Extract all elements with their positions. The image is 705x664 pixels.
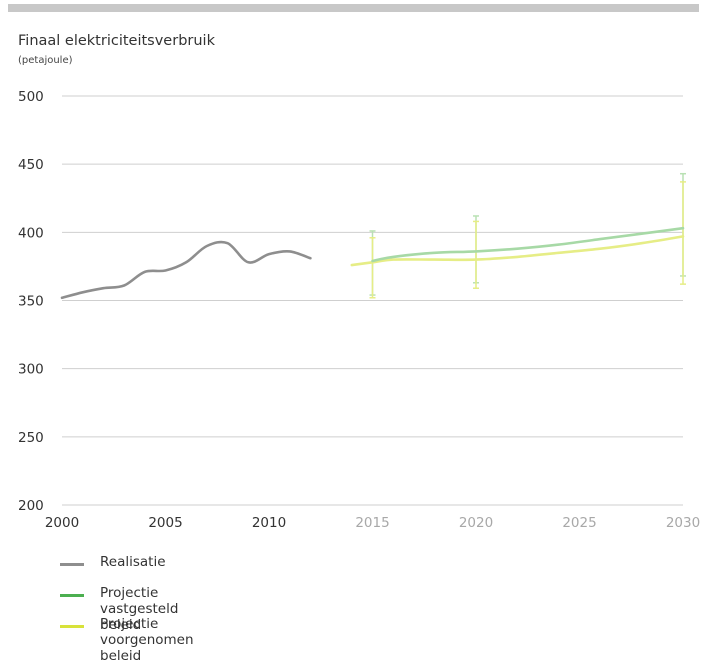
x-tick-label: 2015: [355, 515, 389, 531]
x-tick-label: 2030: [666, 515, 700, 531]
legend-swatch-vastgesteld: [60, 594, 84, 597]
legend-label: Projectie vastgesteld beleid: [100, 585, 179, 633]
x-tick-label: 2020: [459, 515, 493, 531]
y-tick-label: 400: [18, 225, 44, 241]
y-tick-label: 200: [18, 498, 44, 514]
series-line: [350, 235, 685, 267]
y-tick-label: 500: [18, 89, 44, 105]
chart-title: Finaal elektriciteitsverbruik: [18, 33, 215, 49]
series-line: [371, 226, 685, 263]
x-tick-label: 2000: [45, 515, 79, 531]
x-tick-label: 2010: [252, 515, 286, 531]
legend-swatch-voorgenomen: [60, 625, 84, 628]
legend-label: Realisatie: [100, 554, 166, 570]
series-line: [60, 240, 312, 300]
chart-plot: 200 250 300 350 400 450 500 2000 2005 2010 2015 202…: [18, 89, 700, 531]
y-tick-label: 350: [18, 294, 44, 310]
legend-label: Projectie voorgenomen beleid: [100, 616, 194, 664]
header-bar: [8, 4, 699, 12]
y-tick-label: 450: [18, 157, 44, 173]
chart-unit: (petajoule): [18, 55, 73, 66]
y-tick-label: 300: [18, 362, 44, 378]
x-tick-label: 2005: [148, 515, 182, 531]
x-tick-label: 2025: [562, 515, 596, 531]
y-tick-label: 250: [18, 430, 44, 446]
legend-swatch-realisatie: [60, 563, 84, 566]
